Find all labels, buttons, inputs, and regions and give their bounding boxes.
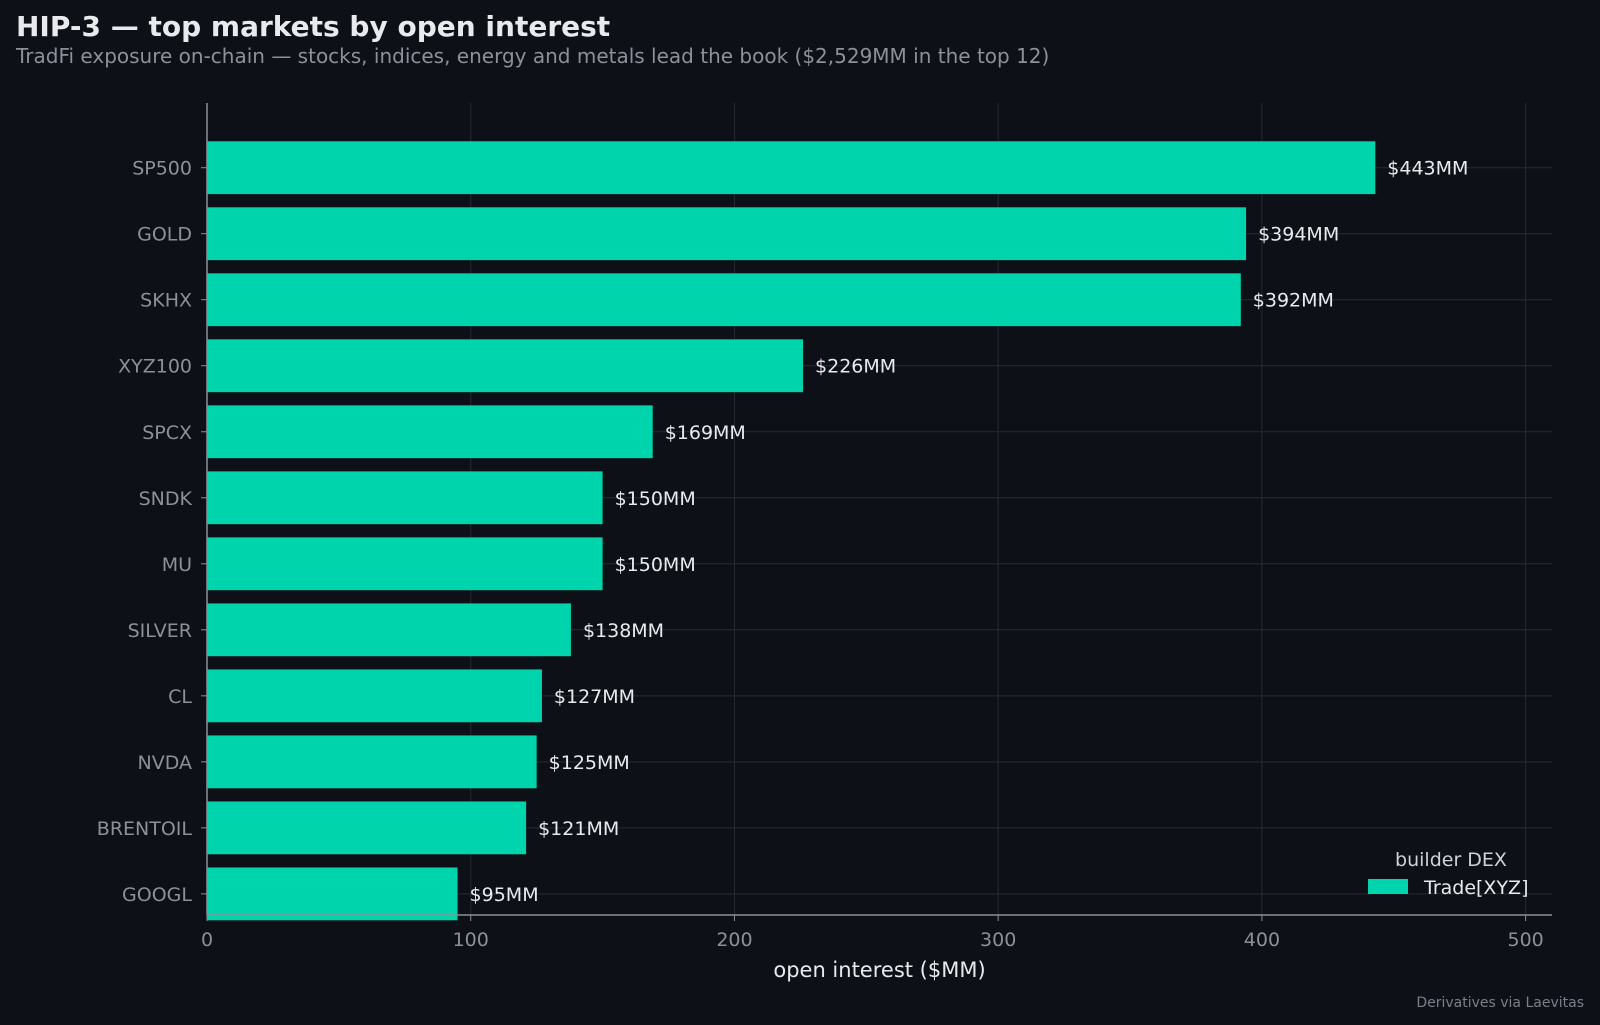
x-tick-label: 500 (1507, 929, 1543, 951)
value-label: $150MM (615, 554, 696, 576)
x-tick-label: 0 (201, 929, 213, 951)
category-label: SKHX (140, 290, 192, 312)
legend-swatch (1368, 879, 1408, 894)
chart-title: HIP-3 — top markets by open interest (16, 10, 611, 43)
category-label: MU (162, 554, 192, 576)
x-tick-label: 200 (716, 929, 752, 951)
legend-label: Trade[XYZ] (1423, 877, 1528, 899)
value-label: $125MM (549, 752, 630, 774)
bars (207, 141, 1376, 921)
bar-googl (207, 867, 458, 921)
value-label: $121MM (538, 818, 619, 840)
x-tick-label: 400 (1244, 929, 1280, 951)
value-label: $169MM (665, 422, 746, 444)
category-label: SILVER (128, 620, 192, 642)
bar-mu (207, 537, 603, 591)
category-label: BRENTOIL (97, 818, 193, 840)
legend-title: builder DEX (1395, 849, 1507, 871)
x-axis-label: open interest ($MM) (773, 958, 985, 982)
bar-gold (207, 207, 1247, 261)
bar-cl (207, 669, 542, 723)
value-label: $394MM (1258, 224, 1339, 246)
category-label: GOLD (137, 224, 192, 246)
category-label: SPCX (142, 422, 192, 444)
bar-silver (207, 603, 571, 657)
value-label: $95MM (470, 884, 539, 906)
value-label: $443MM (1387, 158, 1468, 180)
category-label: XYZ100 (118, 356, 192, 378)
category-label: CL (168, 686, 192, 708)
value-label: $150MM (615, 488, 696, 510)
axes (201, 103, 1552, 921)
x-tick-label: 100 (453, 929, 489, 951)
bar-nvda (207, 735, 537, 789)
bar-sp500 (207, 141, 1376, 195)
source-credit: Derivatives via Laevitas (1416, 995, 1584, 1011)
category-label: NVDA (137, 752, 192, 774)
bar-spcx (207, 405, 653, 459)
x-tick-label: 300 (980, 929, 1016, 951)
value-label: $138MM (583, 620, 664, 642)
value-label: $392MM (1253, 290, 1334, 312)
legend: builder DEX Trade[XYZ] (1368, 849, 1528, 899)
value-label: $226MM (815, 356, 896, 378)
bar-brentoil (207, 801, 527, 855)
bar-sndk (207, 471, 603, 525)
category-label: GOOGL (122, 884, 192, 906)
chart-subtitle: TradFi exposure on-chain — stocks, indic… (16, 44, 1050, 68)
labels: 0 100 200 300 400 500 SP500 $443MM GOLD $394MM SKH… (97, 158, 1544, 951)
bar-skhx (207, 273, 1241, 327)
value-label: $127MM (554, 686, 635, 708)
bar-xyz100 (207, 339, 804, 393)
category-label: SP500 (132, 158, 192, 180)
category-label: SNDK (139, 488, 193, 510)
